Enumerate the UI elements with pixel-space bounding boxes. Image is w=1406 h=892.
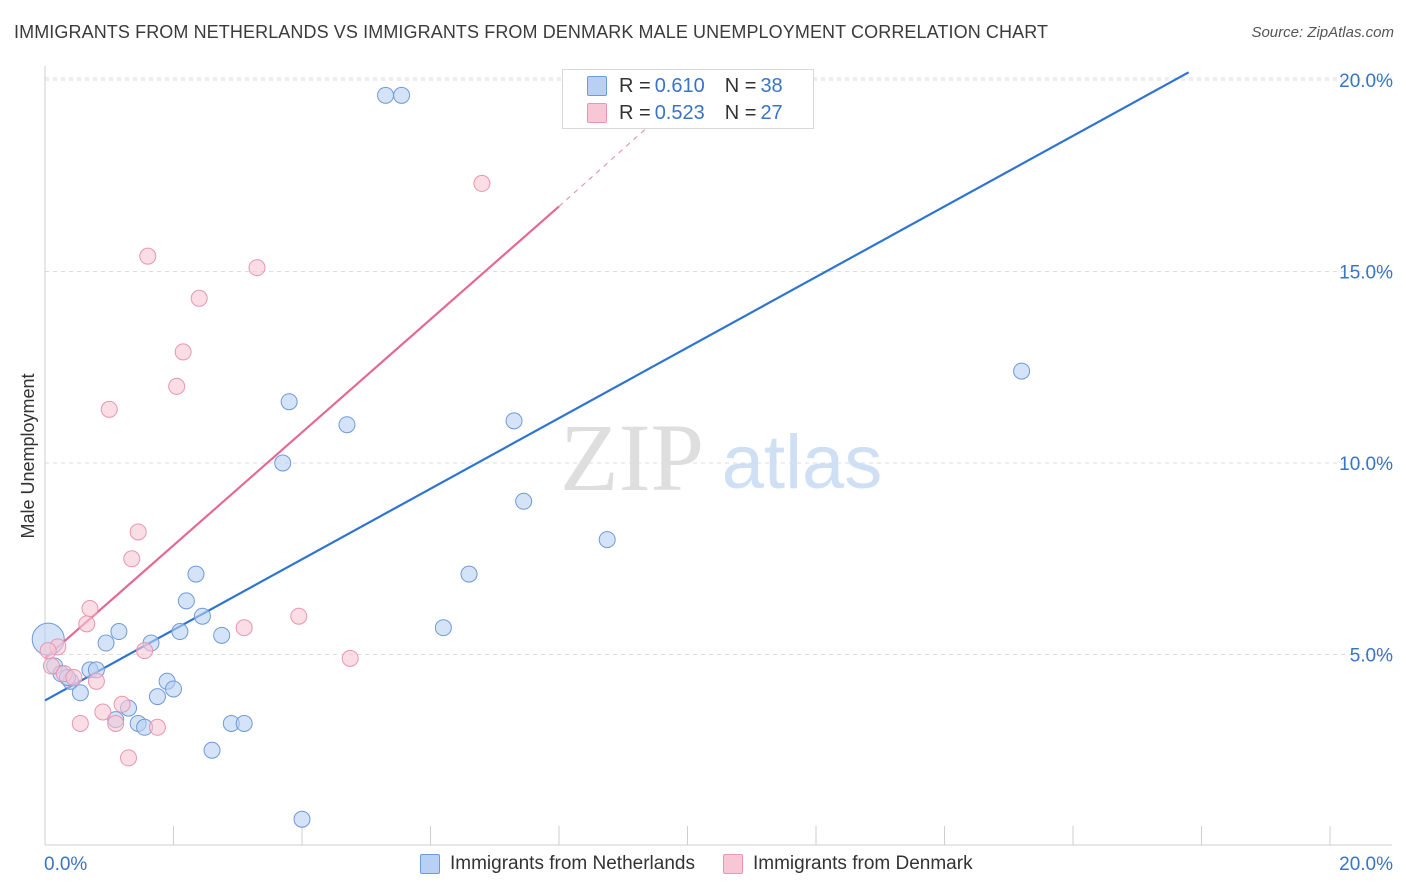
point-denmark (290, 607, 308, 625)
point-denmark (136, 642, 154, 660)
point-denmark (94, 703, 112, 721)
r-label: R = (619, 74, 651, 97)
point-denmark (39, 642, 57, 660)
point-denmark (65, 668, 83, 686)
watermark-atlas: atlas (722, 420, 883, 505)
x-tick-label: 20.0% (1339, 854, 1393, 875)
point-netherlands (97, 634, 115, 652)
n-value: 38 (760, 74, 783, 97)
point-netherlands (148, 688, 166, 706)
y-tick-label: 15.0% (1339, 263, 1393, 284)
chart-title: IMMIGRANTS FROM NETHERLANDS VS IMMIGRANT… (14, 22, 1049, 42)
point-netherlands (213, 626, 231, 644)
trend-line-denmark (44, 205, 560, 660)
legend-label: Immigrants from Netherlands (450, 853, 695, 874)
stats-swatch-netherlands (587, 76, 607, 96)
point-netherlands (293, 810, 311, 828)
point-netherlands (460, 565, 478, 583)
point-denmark (235, 619, 253, 637)
point-denmark (129, 523, 147, 541)
point-netherlands (377, 86, 395, 104)
point-denmark (174, 343, 192, 361)
point-netherlands (338, 416, 356, 434)
tick-labels: 5.0% 10.0% 15.0% 20.0% 0.0% 20.0% (44, 71, 1393, 875)
watermark: ZIP atlas (560, 404, 882, 511)
r-label: R = (619, 101, 651, 124)
point-denmark (148, 718, 166, 736)
legend-swatch-denmark (722, 854, 743, 874)
legend-label: Immigrants from Denmark (752, 853, 973, 874)
point-denmark (81, 600, 99, 618)
legend: Immigrants from Netherlands Immigrants f… (420, 850, 973, 878)
point-netherlands (110, 623, 128, 641)
point-netherlands (598, 531, 616, 549)
point-netherlands (235, 714, 253, 732)
point-denmark (107, 714, 125, 732)
axes (44, 66, 1392, 846)
source-label: Source: ZipAtlas.com (1251, 24, 1394, 41)
legend-item-netherlands[interactable]: Immigrants from Netherlands (420, 853, 695, 875)
x-tick-label: 0.0% (44, 854, 87, 875)
point-netherlands (165, 680, 182, 698)
r-value: 0.610 (654, 74, 705, 97)
legend-swatch-netherlands (420, 854, 440, 874)
point-denmark (120, 749, 138, 767)
y-axis-label: Male Unemployment (18, 373, 38, 538)
point-netherlands (193, 607, 211, 625)
point-netherlands (1013, 362, 1031, 380)
point-denmark (473, 174, 491, 192)
stats-row-netherlands: R = 0.610 N = 38 (619, 73, 783, 99)
point-netherlands (177, 592, 195, 610)
r-value: 0.523 (654, 101, 705, 124)
data-points (31, 86, 1031, 828)
point-netherlands (393, 86, 411, 104)
n-label: N = (724, 74, 757, 97)
legend-item-denmark[interactable]: Immigrants from Denmark (722, 853, 973, 875)
watermark-zip: ZIP (560, 404, 704, 511)
stats-swatch-denmark (587, 103, 607, 123)
n-value: 27 (760, 101, 783, 124)
point-netherlands (515, 492, 533, 510)
point-denmark (123, 550, 141, 568)
stats-box: R = 0.610 N = 38 R = 0.523 N = 27 (562, 69, 814, 129)
point-netherlands (434, 619, 452, 637)
point-netherlands (71, 684, 89, 702)
point-netherlands (171, 623, 189, 641)
point-denmark (190, 289, 208, 307)
point-netherlands (187, 565, 205, 583)
point-denmark (78, 615, 96, 633)
point-denmark (100, 400, 118, 418)
point-denmark (113, 695, 131, 713)
point-denmark (248, 259, 266, 277)
point-denmark (168, 377, 186, 395)
point-netherlands (203, 741, 221, 759)
n-label: N = (724, 101, 757, 124)
point-netherlands (505, 412, 523, 430)
y-tick-label: 10.0% (1339, 454, 1393, 475)
point-netherlands (274, 454, 292, 472)
trend-lines (44, 71, 1190, 702)
stats-row-denmark: R = 0.523 N = 27 (619, 100, 783, 126)
point-denmark (87, 672, 105, 690)
point-denmark (139, 247, 157, 265)
y-tick-label: 20.0% (1339, 71, 1393, 92)
point-netherlands (280, 393, 298, 411)
trend-line-netherlands (44, 71, 1190, 702)
y-tick-label: 5.0% (1350, 646, 1393, 667)
grid-lines (45, 77, 1392, 655)
point-denmark (71, 714, 89, 732)
point-denmark (341, 649, 359, 667)
